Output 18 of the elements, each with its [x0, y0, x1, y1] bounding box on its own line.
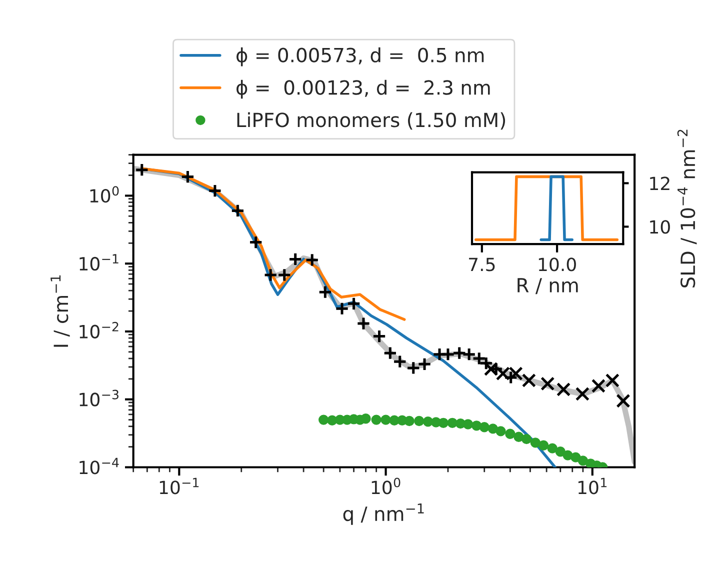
x-tick-label: 10$^{−1}$: [160, 478, 199, 494]
legend-label: ϕ = 0.00123, d = 2.3 nm: [236, 80, 490, 99]
y-tick-label: 10$^{0}$: [90, 186, 119, 203]
y-tick-label: 10$^{−4}$: [80, 458, 119, 474]
y-tick-label: 12: [650, 176, 670, 190]
y-tick-label: 10$^{−2}$: [80, 322, 118, 338]
x-tick-label: 10.0: [538, 258, 576, 272]
legend-label: LiPFO monomers (1.50 mM): [237, 112, 506, 130]
x-axis-title: R / nm: [518, 278, 578, 294]
x-tick-label: 10$^{1}$: [578, 478, 607, 494]
y-axis-title: I / cm$^{−1}$: [50, 275, 70, 347]
y-tick-label: 10$^{−3}$: [80, 390, 118, 406]
y-tick-label: 10: [650, 220, 670, 234]
x-tick-label: 7.5: [469, 258, 495, 272]
x-axis-title: q / nm$^{−1}$: [343, 503, 424, 525]
x-tick-label: 10$^{0}$: [372, 478, 400, 494]
y-axis-title: SLD / 10$^{−4}$ nm$^{−2}$: [677, 130, 697, 288]
legend-label: ϕ = 0.00573, d = 0.5 nm: [236, 47, 484, 66]
